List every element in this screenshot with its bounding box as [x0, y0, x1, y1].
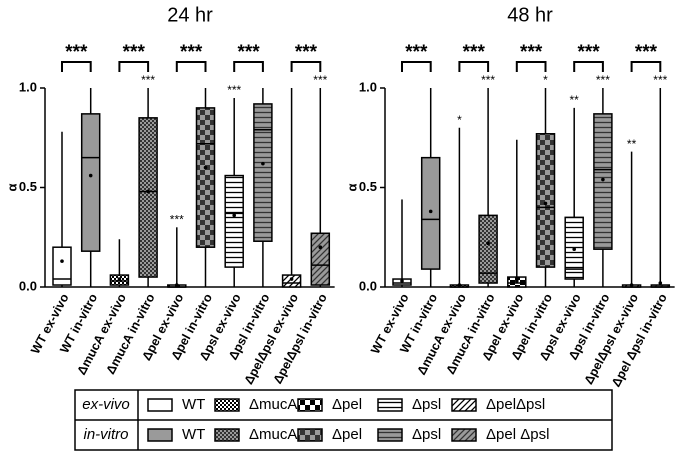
significance: *** — [596, 73, 610, 87]
significance: * — [457, 113, 462, 127]
y-tick-label: 1.0 — [359, 79, 377, 94]
box-mean — [629, 283, 634, 287]
box-mean — [400, 279, 404, 283]
bracket-label: *** — [295, 42, 318, 63]
legend-label: Δpsl — [412, 396, 441, 413]
bracket — [630, 61, 662, 72]
significance: * — [543, 73, 548, 87]
legend-swatch — [147, 398, 173, 412]
legend-swatch — [214, 428, 240, 442]
bracket — [290, 61, 322, 72]
legend-label: Δpel — [332, 396, 362, 413]
bracket — [175, 61, 207, 72]
box-mean — [175, 283, 179, 287]
box-mean — [289, 277, 294, 281]
bracket — [233, 61, 264, 72]
legend-label: Δpsl — [412, 426, 441, 443]
bracket — [515, 61, 547, 72]
box-mean — [601, 177, 605, 182]
y-axis-label: α — [344, 184, 359, 192]
box — [224, 174, 244, 268]
bracket-label: *** — [65, 42, 88, 63]
significance: *** — [170, 212, 184, 226]
legend-label: Δpel Δpsl — [486, 426, 549, 443]
bracket-label: *** — [463, 42, 486, 63]
bracket — [573, 61, 604, 72]
legend-label: ΔmucA — [249, 426, 297, 443]
significance: ** — [570, 93, 580, 107]
significance: ** — [627, 137, 637, 151]
box — [310, 232, 331, 286]
box — [420, 156, 441, 270]
legend-swatch — [451, 398, 477, 412]
bracket-label: *** — [180, 42, 203, 63]
panel-title: 24 hr — [167, 4, 213, 26]
box-mean — [515, 279, 519, 283]
significance: *** — [653, 73, 667, 87]
bracket-label: *** — [520, 42, 543, 63]
box-mean — [88, 173, 93, 178]
bracket-label: *** — [237, 42, 260, 63]
box — [281, 274, 302, 288]
legend-swatch — [214, 398, 240, 412]
bracket-label: *** — [405, 42, 428, 63]
box — [253, 103, 273, 242]
y-axis-label: α — [4, 184, 19, 192]
significance: *** — [313, 73, 327, 87]
panel-title: 48 hr — [507, 4, 553, 26]
box-mean — [261, 161, 265, 166]
box — [52, 246, 72, 286]
box-mean — [232, 213, 236, 218]
box — [593, 113, 613, 250]
box — [80, 113, 101, 252]
bracket — [61, 61, 92, 72]
legend-label: WT — [182, 426, 205, 443]
legend-swatch — [147, 428, 173, 442]
legend-swatch — [297, 428, 323, 442]
box-mean — [428, 209, 433, 214]
box — [195, 107, 216, 248]
box — [535, 133, 556, 268]
box-mean — [203, 165, 208, 170]
legend-swatch — [377, 428, 403, 442]
bracket — [458, 61, 490, 72]
legend-label: WT — [182, 396, 205, 413]
bracket-label: *** — [123, 42, 146, 63]
legend-label: ΔpelΔpsl — [486, 396, 545, 413]
box-mean — [318, 245, 323, 249]
y-tick-label: 0.5 — [359, 179, 377, 194]
significance: *** — [141, 73, 155, 87]
box — [138, 117, 158, 278]
y-tick-label: 1.0 — [19, 79, 37, 94]
bracket — [401, 61, 432, 72]
y-tick-label: 0.0 — [359, 278, 377, 293]
legend-label: ΔmucA — [249, 396, 297, 413]
box-mean — [117, 277, 122, 281]
box-mean — [60, 259, 64, 263]
legend-label: Δpel — [332, 426, 362, 443]
bracket — [118, 61, 150, 72]
box-mean — [457, 283, 462, 287]
legend-swatch — [377, 398, 403, 412]
y-tick-label: 0.0 — [19, 278, 37, 293]
legend-swatch — [451, 428, 477, 442]
box-mean — [486, 241, 490, 246]
legend-row-label: ex-vivo — [82, 396, 130, 413]
box-mean — [543, 201, 548, 206]
y-tick-label: 0.5 — [19, 179, 37, 194]
box-mean — [658, 281, 663, 285]
box — [478, 214, 498, 284]
legend-row-label: in-vitro — [83, 426, 128, 443]
legend-swatch — [297, 398, 323, 412]
significance: *** — [481, 73, 495, 87]
significance: *** — [227, 83, 241, 97]
box-mean — [146, 189, 150, 194]
bracket-label: *** — [635, 42, 658, 63]
bracket-label: *** — [577, 42, 600, 63]
box-mean — [572, 247, 576, 251]
